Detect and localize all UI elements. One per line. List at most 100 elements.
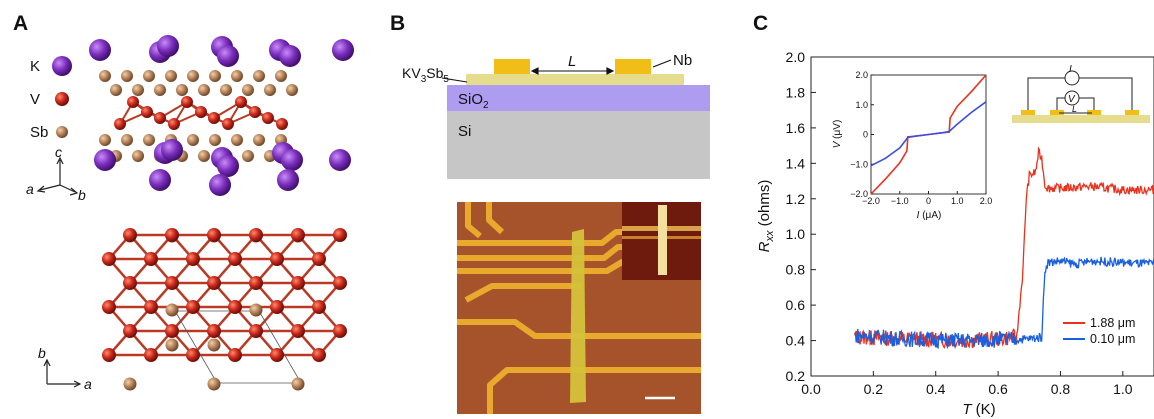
v-atom: [141, 106, 153, 118]
k-atom: [279, 45, 301, 67]
k-atom: [281, 149, 303, 171]
inset-x-tick-label: −1.0: [891, 196, 909, 206]
v-atom: [235, 96, 247, 108]
y-tick-label: 1.4: [786, 155, 806, 171]
sb-atom: [207, 338, 221, 352]
inset-y-title: V (μV): [832, 120, 843, 149]
sb-atom: [275, 70, 287, 82]
v-atom: [144, 348, 158, 363]
x-tick-label: 0.8: [1051, 381, 1071, 397]
y-tick-label: 2.0: [786, 49, 806, 65]
current-source-symbol: [1064, 70, 1080, 86]
inset-x-tick-label: 1.0: [951, 196, 964, 206]
v-atom: [276, 118, 288, 130]
sb-atom: [165, 338, 179, 352]
v-atom: [333, 276, 347, 291]
legend-label-2: 0.10 μm: [1090, 332, 1135, 346]
nb-pointer: [652, 59, 672, 68]
iv-inset: −2.0 −1.0 0 1.0 2.0 −2.0 −1.0 0 1.0 2.0 I (μA) V …: [832, 70, 992, 221]
top-axis-a-label: a: [84, 376, 92, 392]
sb-atom: [220, 84, 232, 96]
v-atom: [154, 112, 166, 124]
v-atom: [123, 228, 137, 242]
schematic-wire: [1027, 77, 1065, 110]
inset-y-tick-label: 1.0: [855, 100, 868, 110]
unit-cell-outline: [174, 310, 302, 384]
v-atom: [291, 228, 305, 242]
v-atom: [144, 252, 158, 267]
v-atom: [291, 276, 305, 291]
y-tick-label: 0.6: [786, 297, 806, 313]
legend-sb-sphere: [56, 126, 68, 138]
panel-c-label: C: [753, 12, 769, 35]
sb-atom: [209, 70, 221, 82]
kagome-lattice-top-view: [102, 228, 347, 391]
v-atom: [249, 276, 263, 291]
v-atom: [249, 106, 261, 118]
v-atom: [181, 96, 193, 108]
x-tick-label: 0.2: [864, 381, 884, 397]
sb-atom: [242, 84, 254, 96]
v-atom: [123, 324, 137, 339]
v-atom: [144, 300, 158, 315]
sb-atom: [143, 134, 155, 146]
legend-label-sb: Sb: [30, 124, 48, 141]
axis-b-label: b: [78, 187, 86, 203]
x-tick-label: 0.4: [926, 381, 946, 397]
measurement-schematic: [1012, 70, 1150, 123]
legend-label-v: V: [30, 91, 40, 108]
v-atom: [262, 112, 274, 124]
panel-c: C 0.0 0.2 0.4 0.6 0.8 1.0 0.2 0.4 0.6 0.8 1.0 1.2 1.…: [717, 0, 1154, 419]
axis-c-label: c: [55, 144, 62, 160]
sb-atom: [99, 134, 111, 146]
sb-atom: [291, 377, 305, 391]
v-atom: [186, 252, 200, 267]
sb-atom: [207, 377, 221, 391]
crystal-structure-figure: K V Sb c a b b a: [26, 35, 354, 392]
k-atom: [157, 35, 179, 57]
main-axis-ticks: 0.0 0.2 0.4 0.6 0.8 1.00.20.40.60.81.01.21.41…: [786, 49, 1133, 397]
v-atom: [195, 106, 207, 118]
inset-series-group: [870, 74, 987, 195]
legend-v-sphere: [55, 92, 69, 106]
si-substrate: [447, 111, 710, 179]
sb-atom: [187, 70, 199, 82]
schematic-wire: [1079, 97, 1095, 110]
v-atom: [102, 252, 116, 267]
v-atom: [270, 252, 284, 267]
v-atom: [165, 276, 179, 291]
y-tick-label: 0.4: [786, 333, 806, 349]
legend-label-k: K: [30, 58, 40, 75]
legend-label-1: 1.88 μm: [1090, 316, 1135, 330]
v-atom: [102, 300, 116, 315]
side-view-axes: [36, 156, 79, 196]
voltmeter-symbol: [1064, 90, 1080, 106]
y-axis-title: Rxx (ohms): [756, 180, 776, 253]
schematic-contact: [1050, 110, 1064, 115]
chart-legend: 1.88 μm 0.10 μm: [1063, 316, 1135, 346]
sb-atom: [198, 150, 210, 162]
k-atom: [329, 149, 351, 171]
panel-b-label: B: [390, 12, 406, 35]
nb-contact-right: [615, 59, 651, 74]
k-atom: [89, 39, 111, 61]
v-atom: [207, 228, 221, 242]
v-atom: [249, 324, 263, 339]
optical-micrograph: [457, 202, 701, 414]
inset-x-tick-label: 2.0: [980, 196, 993, 206]
sb-atom: [165, 303, 179, 317]
sb-atom: [176, 84, 188, 96]
inset-x-title: I (μA): [917, 210, 942, 221]
sb-atom: [187, 134, 199, 146]
sb-atom: [165, 70, 177, 82]
x-axis-title: T (K): [962, 401, 995, 418]
flake-image: [570, 229, 586, 403]
nb-contact-left: [494, 59, 530, 74]
sb-atom: [132, 150, 144, 162]
sb-atom: [132, 84, 144, 96]
v-atom: [123, 276, 137, 291]
schematic-wire: [1056, 97, 1065, 110]
panel-a-label: A: [13, 12, 29, 35]
sb-atom: [143, 70, 155, 82]
v-atom: [207, 324, 221, 339]
